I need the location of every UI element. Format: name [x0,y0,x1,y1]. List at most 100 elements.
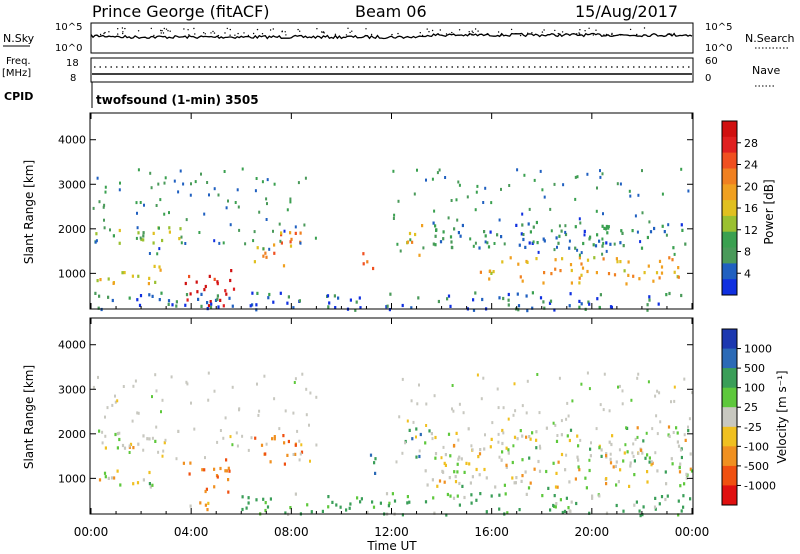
search-noise-dot [439,29,441,31]
power-cell [168,230,171,234]
power-cell [253,230,256,234]
x-tick-label: 08:00 [274,525,309,539]
velocity-cell [545,469,548,474]
velocity-cell [161,398,164,402]
search-noise-dot [351,30,353,32]
velocity-cell [529,481,532,485]
velocity-cell [201,468,204,472]
velocity-cell [527,486,531,490]
power-cell [131,274,134,278]
velocity-cell [615,460,618,464]
velocity-cell [293,381,296,384]
velocity-cell [335,503,338,507]
velocity-cell [689,467,692,471]
power-cell [564,230,567,234]
colorbar-tick-label: 100 [744,382,765,395]
velocity-cell [595,427,598,431]
power-cell [287,295,290,299]
search-noise-dot [160,32,162,34]
power-cell [676,275,679,279]
velocity-cell [155,389,158,393]
velocity-cell [256,382,258,386]
y-tick-label: 3000 [58,178,86,191]
power-cell [229,223,232,227]
search-noise-dot [237,32,239,35]
velocity-cell [479,492,482,496]
power-cell [507,292,510,297]
power-cell [637,193,640,197]
velocity-cell [162,449,165,453]
velocity-cell [434,452,438,456]
power-cell [414,232,417,237]
velocity-cell [170,375,173,379]
power-cell [553,182,556,186]
velocity-cell [605,511,609,515]
power-cell [167,299,171,303]
velocity-cell [116,432,119,436]
velocity-cell [623,451,626,455]
power-cell [163,212,166,216]
velocity-cell [238,408,240,412]
velocity-cell [182,461,185,465]
search-noise-dot [391,33,393,36]
velocity-cell [555,471,558,475]
search-noise-dot [471,30,473,32]
velocity-cell [245,506,248,510]
power-cell [631,229,634,233]
velocity-cell [498,507,501,511]
power-cell [432,221,435,225]
power-cell [605,249,608,253]
power-cell [516,292,519,296]
velocity-cell [490,437,493,441]
power-cell [389,292,392,296]
power-cell [588,302,591,306]
search-noise-dot [256,28,259,31]
velocity-cell [676,440,679,444]
search-noise-dot [431,29,434,32]
velocity-cell [511,460,514,465]
search-noise-dot [458,29,461,31]
power-cell [553,248,556,252]
power-cell [672,246,675,250]
power-ylabel: Slant Range [km] [22,160,36,264]
velocity-cell [500,458,503,462]
velocity-cell [557,460,560,464]
velocity-cell [642,439,645,443]
power-cell [673,252,676,256]
power-cell [570,281,573,285]
power-cell [447,294,451,298]
power-cell [216,280,219,284]
velocity-cell [568,438,571,443]
power-cell [450,245,453,249]
colorbar-tick-label: 500 [744,362,765,375]
power-cell [417,296,420,300]
velocity-cell [444,463,447,467]
power-cell [456,218,459,222]
power-cell [217,193,220,197]
velocity-cell [636,426,639,430]
power-cell [358,296,361,300]
search-noise-dot [334,33,337,35]
velocity-cell [213,389,216,393]
velocity-cell [485,476,488,480]
velocity-cell [483,447,486,451]
x-tick-label: 04:00 [174,525,209,539]
velocity-cell [615,483,618,487]
velocity-cell [559,498,562,502]
power-cell [665,293,668,297]
search-noise-dot [670,33,672,35]
power-cell [525,294,528,298]
power-cell [135,201,138,205]
velocity-cell [412,420,415,424]
colorbar-swatch [722,231,737,248]
power-cell [665,233,668,237]
velocity-cell [619,468,622,472]
freq-label-1: Freq. [6,56,31,67]
power-cell [457,231,460,235]
velocity-cell [528,456,531,460]
velocity-cell [391,492,394,496]
power-cell [461,223,464,228]
power-cell [453,227,456,231]
velocity-cell [617,480,620,484]
search-noise-dot [169,30,171,32]
